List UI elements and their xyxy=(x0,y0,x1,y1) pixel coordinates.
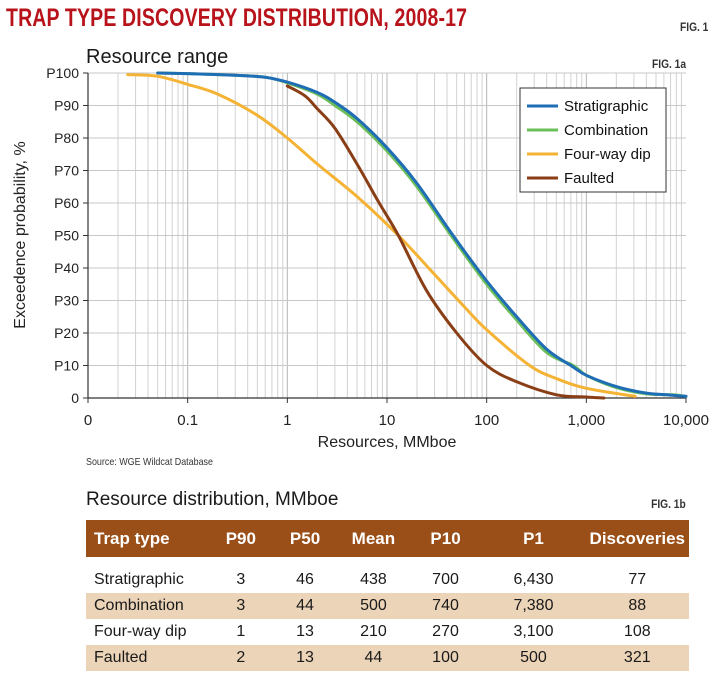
cell-p50: 13 xyxy=(296,623,314,640)
header-discoveries: Discoveries xyxy=(585,520,689,557)
cell-p10: 100 xyxy=(409,645,482,671)
chart-series xyxy=(126,71,688,400)
legend-label-stratigraphic: Stratigraphic xyxy=(564,98,649,115)
figure-label: FIG. 1 xyxy=(679,20,708,34)
cell-p1: 500 xyxy=(481,645,586,671)
table-row: Four-way dip 1 13 210 270 3,100 108 xyxy=(86,619,689,645)
chart-figure-label: FIG. 1a xyxy=(651,57,686,71)
cell-p10: 700 xyxy=(432,571,459,588)
cell-trap-type: Faulted xyxy=(86,645,209,671)
table-subtitle: Resource distribution, MMboe xyxy=(86,489,339,510)
x-tick-label: 1,000 xyxy=(568,412,606,429)
x-tick-label: 10 xyxy=(379,412,396,429)
cell-p90: 1 xyxy=(236,623,246,640)
series-line-stratigraphic xyxy=(156,71,688,398)
y-tick-label: P30 xyxy=(54,293,79,309)
cell-discoveries: 77 xyxy=(628,571,647,588)
table-figure-label: FIG. 1b xyxy=(651,497,686,511)
y-tick-label: P50 xyxy=(54,228,79,244)
header-mean: Mean xyxy=(337,520,410,557)
y-tick-label: P100 xyxy=(46,65,79,81)
cell-trap-type: Combination xyxy=(86,593,209,619)
cell-trap-type: Four-way dip xyxy=(94,623,187,640)
cell-discoveries: 321 xyxy=(585,645,689,671)
cell-p1: 3,100 xyxy=(513,623,554,640)
cell-p10: 270 xyxy=(432,623,459,640)
header-p10: P10 xyxy=(409,520,482,557)
table-row: Combination 3 44 500 740 7,380 88 xyxy=(86,593,689,619)
source-note: Source: WGE Wildcat Database xyxy=(86,456,213,468)
table-spacer xyxy=(86,557,689,567)
x-tick-label: 10,000 xyxy=(663,412,709,429)
cell-p10: 740 xyxy=(409,593,482,619)
y-axis-title: Exceedence probability, % xyxy=(12,141,29,328)
header-p50: P50 xyxy=(272,520,338,557)
header-p90: P90 xyxy=(208,520,273,557)
chart-ticks: 0 P10 P20 P30 P40 P50 P60 P70 P80 P90 P100 0 0.1 1 10 1… xyxy=(46,65,709,429)
legend-label-combination: Combination xyxy=(564,122,648,139)
cell-mean: 500 xyxy=(337,593,410,619)
y-tick-label: P10 xyxy=(54,358,79,374)
cell-mean: 44 xyxy=(337,645,410,671)
resource-distribution-table: Trap type P90 P50 Mean P10 P1 Discoverie… xyxy=(86,520,689,671)
x-tick-label: 100 xyxy=(474,412,499,429)
cell-trap-type: Stratigraphic xyxy=(94,571,184,588)
legend-label-faulted: Faulted xyxy=(564,170,614,187)
y-tick-label: P80 xyxy=(54,130,79,146)
cell-p50: 46 xyxy=(296,571,314,588)
x-tick-label: 1 xyxy=(283,412,291,429)
chart-subtitle: Resource range xyxy=(86,46,229,68)
cell-discoveries: 88 xyxy=(585,593,689,619)
y-tick-label: P20 xyxy=(54,325,79,341)
cell-p1: 7,380 xyxy=(481,593,586,619)
cell-p1: 6,430 xyxy=(513,571,554,588)
line-chart: 0 P10 P20 P30 P40 P50 P60 P70 P80 P90 P100 0 0.1 1 10 1… xyxy=(12,65,709,451)
table-row: Stratigraphic 3 46 438 700 6,430 77 xyxy=(86,567,689,593)
cell-discoveries: 108 xyxy=(623,623,651,640)
chart-grid xyxy=(87,72,686,399)
cell-p90: 3 xyxy=(208,593,273,619)
legend-label-four-way-dip: Four-way dip xyxy=(564,146,651,163)
y-tick-label: P40 xyxy=(54,260,79,276)
chart-legend: Stratigraphic Combination Four-way dip Faul… xyxy=(519,87,667,193)
y-tick-label: P70 xyxy=(54,163,79,179)
cell-mean: 438 xyxy=(360,571,387,588)
table-row: Faulted 2 13 44 100 500 321 xyxy=(86,645,689,671)
y-tick-label: 0 xyxy=(71,390,79,406)
y-tick-label: P60 xyxy=(54,195,79,211)
table-header-row: Trap type P90 P50 Mean P10 P1 Discoverie… xyxy=(86,520,689,557)
cell-p50: 44 xyxy=(272,593,338,619)
cell-p50: 13 xyxy=(272,645,338,671)
x-axis-title: Resources, MMboe xyxy=(318,434,457,451)
cell-p90: 3 xyxy=(236,571,246,588)
y-tick-label: P90 xyxy=(54,98,79,114)
cell-mean: 210 xyxy=(360,623,387,640)
x-tick-label: 0.1 xyxy=(177,412,198,429)
x-tick-label: 0 xyxy=(84,412,92,429)
cell-p90: 2 xyxy=(208,645,273,671)
header-trap-type: Trap type xyxy=(86,520,209,557)
series-line-faulted xyxy=(285,84,606,400)
header-p1: P1 xyxy=(481,520,586,557)
figure-title: TRAP TYPE DISCOVERY DISTRIBUTION, 2008-1… xyxy=(6,4,468,32)
series-line-four-way-dip xyxy=(126,73,637,398)
